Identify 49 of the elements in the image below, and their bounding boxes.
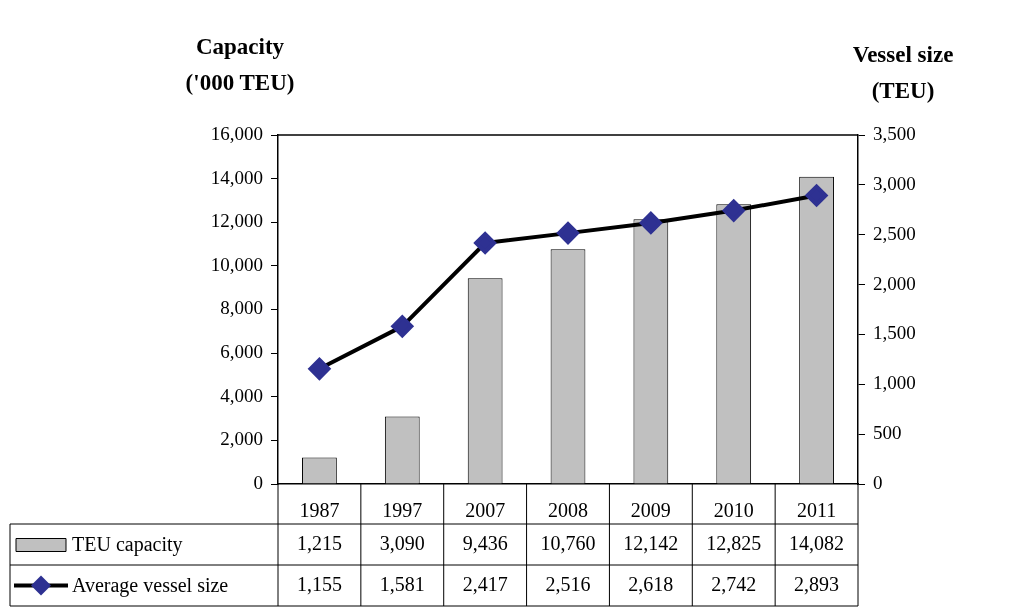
- legend-label: TEU capacity: [72, 532, 183, 556]
- data-label: 2,516: [545, 572, 591, 595]
- data-label: 2,417: [462, 572, 508, 595]
- data-label: 1,581: [379, 572, 425, 595]
- y2-tick-label: 1,000: [873, 372, 916, 394]
- y-tick-label: 2,000: [220, 428, 263, 450]
- y2-tick-label: 1,500: [873, 322, 916, 344]
- data-label: 12,825: [706, 531, 762, 554]
- point: [805, 184, 828, 207]
- data-label: 1,155: [296, 572, 342, 595]
- y-tick-label: 6,000: [220, 341, 263, 363]
- point: [639, 211, 662, 234]
- point: [557, 222, 579, 245]
- data-label: 9,436: [462, 531, 508, 554]
- y-tick-label: 0: [253, 471, 263, 493]
- y-tick-label: 10,000: [210, 253, 263, 275]
- x-tick-label: 1987: [299, 499, 340, 522]
- y-tick-label: 12,000: [210, 210, 263, 232]
- data-label: 1,215: [296, 531, 342, 554]
- y-tick-label: 8,000: [220, 297, 263, 319]
- x-tick-label: 2008: [548, 499, 588, 522]
- y2-tick-label: 500: [873, 422, 902, 444]
- data-label: 14,082: [789, 531, 845, 554]
- x-tick-label: 2007: [465, 499, 506, 522]
- y-tick-label: 14,000: [210, 166, 263, 188]
- y2-tick-label: 2,000: [873, 272, 916, 294]
- data-label: 12,142: [623, 531, 679, 554]
- point: [474, 231, 497, 254]
- legend-label: Average vessel size: [72, 573, 229, 597]
- y2-tick-label: 0: [873, 471, 883, 493]
- y2-axis-title: Vessel size (TEU): [852, 41, 954, 103]
- y-tick-label: 4,000: [220, 384, 263, 406]
- y2-tick-label: 2,500: [873, 222, 916, 244]
- y-tick-label: 16,000: [210, 122, 263, 144]
- data-label: 2,618: [628, 572, 674, 595]
- data-label: 10,760: [540, 531, 596, 554]
- data-label: 3,090: [379, 531, 425, 554]
- y-axis-title: Capacity ('000 TEU): [185, 33, 295, 95]
- point: [722, 199, 745, 222]
- x-tick-label: 2011: [796, 499, 837, 522]
- y2-tick-label: 3,500: [873, 122, 916, 144]
- y2-tick-label: 3,000: [873, 172, 916, 194]
- x-tick-label: 2010: [713, 499, 754, 522]
- point: [308, 357, 331, 380]
- x-tick-label: 2009: [630, 499, 671, 522]
- data-label: 2,742: [711, 572, 757, 595]
- x-tick-label: 1997: [382, 499, 423, 522]
- data-label: 2,893: [794, 572, 840, 595]
- point: [391, 315, 414, 338]
